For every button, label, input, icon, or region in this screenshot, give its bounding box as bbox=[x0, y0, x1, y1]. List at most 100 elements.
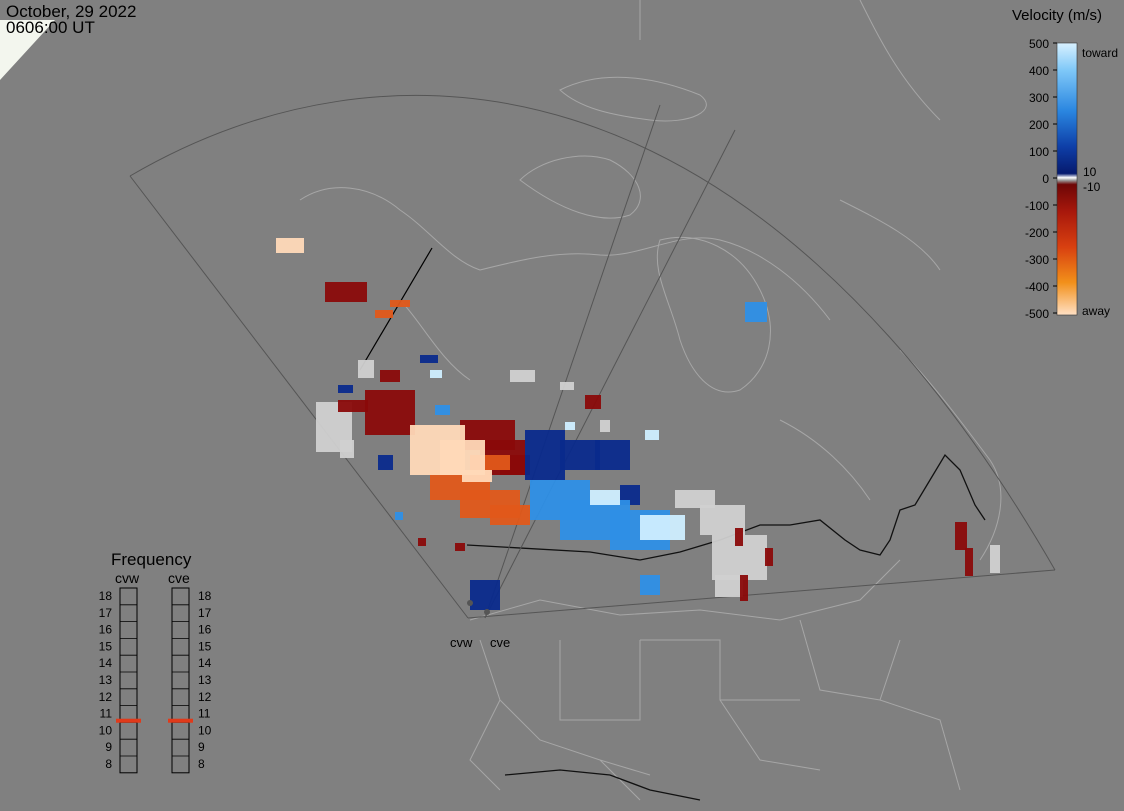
scatter-cell bbox=[338, 385, 353, 393]
velocity-colorbar: Velocity (m/s) toward 10 -10 away 500 400… bbox=[1012, 7, 1118, 321]
scatter-cell bbox=[325, 282, 367, 302]
inner-pos-label: 10 bbox=[1083, 165, 1097, 179]
scatter-cell bbox=[565, 422, 575, 430]
velocity-tick-label: 300 bbox=[1029, 91, 1049, 105]
radar-scatter-cells bbox=[276, 238, 1000, 615]
scatter-cell bbox=[378, 455, 393, 470]
velocity-tick-label: 200 bbox=[1029, 118, 1049, 132]
radar-site-marker bbox=[467, 600, 473, 606]
frequency-level-label: 16 bbox=[198, 623, 212, 637]
velocity-tick-label: -200 bbox=[1025, 226, 1049, 240]
basemap-outlines bbox=[299, 0, 1002, 801]
scatter-cell bbox=[430, 370, 442, 378]
scatter-cell bbox=[645, 430, 659, 440]
scatter-cell bbox=[440, 440, 485, 475]
scatter-cell bbox=[600, 420, 610, 432]
frequency-level-label: 11 bbox=[198, 707, 211, 721]
frequency-level-label: 8 bbox=[198, 757, 205, 771]
terminator-shading bbox=[0, 20, 55, 80]
inner-neg-label: -10 bbox=[1083, 180, 1101, 194]
frequency-level-label: 11 bbox=[100, 707, 113, 721]
scatter-cell bbox=[380, 370, 400, 382]
frequency-panel: Frequency cvw cve 18 17 16 15 14 13 12 11 10 9 8 18… bbox=[99, 550, 212, 774]
frequency-level-label: 9 bbox=[198, 740, 205, 754]
scatter-cell bbox=[455, 543, 465, 551]
scatter-cell bbox=[435, 405, 450, 415]
scatter-cell bbox=[462, 470, 492, 482]
scatter-cell bbox=[585, 395, 601, 409]
frequency-level-label: 10 bbox=[99, 723, 113, 737]
radar-site-marker bbox=[484, 609, 490, 615]
frequency-marker-cve bbox=[168, 718, 193, 723]
scatter-cell bbox=[358, 360, 374, 378]
frequency-col-cve: cve bbox=[168, 570, 190, 586]
scatter-cell bbox=[418, 538, 426, 546]
country-borders bbox=[466, 453, 986, 801]
velocity-tick-label: -400 bbox=[1025, 280, 1049, 294]
velocity-tick-label: 100 bbox=[1029, 145, 1049, 159]
scatter-cell bbox=[390, 300, 410, 307]
time-label: 0606:00 UT bbox=[6, 18, 95, 37]
scatter-cell bbox=[595, 440, 630, 470]
frequency-marker-cvw bbox=[116, 718, 141, 723]
frequency-level-label: 8 bbox=[105, 757, 112, 771]
frequency-level-label: 13 bbox=[198, 673, 212, 687]
scatter-cell bbox=[965, 548, 973, 576]
scatter-cell bbox=[745, 302, 767, 322]
radar-label-cve: cve bbox=[490, 635, 510, 650]
velocity-tick-label: -100 bbox=[1025, 199, 1049, 213]
scatter-cell bbox=[338, 400, 368, 412]
scatter-cell bbox=[640, 515, 685, 540]
frequency-level-label: 18 bbox=[99, 589, 113, 603]
scatter-cell bbox=[560, 382, 574, 390]
date-label: October, 29 2022 bbox=[6, 2, 136, 21]
toward-label: toward bbox=[1082, 46, 1118, 60]
frequency-level-label: 14 bbox=[99, 656, 113, 670]
frequency-level-label: 10 bbox=[198, 723, 212, 737]
scatter-cell bbox=[525, 430, 565, 480]
fov-sector bbox=[129, 94, 1056, 619]
scatter-cell bbox=[276, 238, 304, 253]
away-label: away bbox=[1082, 304, 1110, 318]
scatter-cell bbox=[375, 310, 393, 318]
velocity-tick-label: 400 bbox=[1029, 64, 1049, 78]
scatter-cell bbox=[395, 512, 403, 520]
frequency-title: Frequency bbox=[111, 550, 192, 569]
frequency-level-label: 12 bbox=[99, 690, 113, 704]
frequency-level-label: 15 bbox=[99, 639, 113, 653]
scatter-cell bbox=[675, 490, 715, 508]
frequency-level-label: 9 bbox=[105, 740, 112, 754]
scatter-cell bbox=[420, 355, 438, 363]
frequency-column-cve bbox=[171, 587, 190, 774]
scatter-cell bbox=[340, 440, 354, 458]
frequency-level-label: 16 bbox=[99, 623, 113, 637]
scatter-cell bbox=[365, 390, 415, 435]
frequency-level-label: 15 bbox=[198, 639, 212, 653]
velocity-tick-label: 0 bbox=[1042, 172, 1049, 186]
frequency-level-label: 17 bbox=[99, 606, 113, 620]
frequency-level-label: 13 bbox=[99, 673, 113, 687]
scatter-cell bbox=[560, 440, 600, 470]
velocity-tick-label: -300 bbox=[1025, 253, 1049, 267]
frequency-level-label: 12 bbox=[198, 690, 212, 704]
scatter-cell bbox=[990, 545, 1000, 573]
scatter-cell bbox=[510, 370, 535, 382]
scatter-cell bbox=[590, 490, 620, 505]
frequency-level-label: 18 bbox=[198, 589, 212, 603]
velocity-tick-label: -500 bbox=[1025, 307, 1049, 321]
beam-line bbox=[359, 247, 433, 371]
velocity-tick-label: 500 bbox=[1029, 37, 1049, 51]
frequency-col-cvw: cvw bbox=[115, 570, 140, 586]
velocity-title: Velocity (m/s) bbox=[1012, 7, 1102, 24]
radar-label-cvw: cvw bbox=[450, 635, 473, 650]
scatter-cell bbox=[765, 548, 773, 566]
scatter-cell bbox=[735, 528, 743, 546]
scatter-cell bbox=[955, 522, 967, 550]
scatter-cell bbox=[470, 580, 500, 610]
frequency-column-cvw bbox=[119, 587, 138, 774]
scatter-cell bbox=[640, 575, 660, 595]
frequency-level-label: 14 bbox=[198, 656, 212, 670]
scatter-cell bbox=[490, 505, 530, 525]
scatter-cell bbox=[740, 575, 748, 601]
